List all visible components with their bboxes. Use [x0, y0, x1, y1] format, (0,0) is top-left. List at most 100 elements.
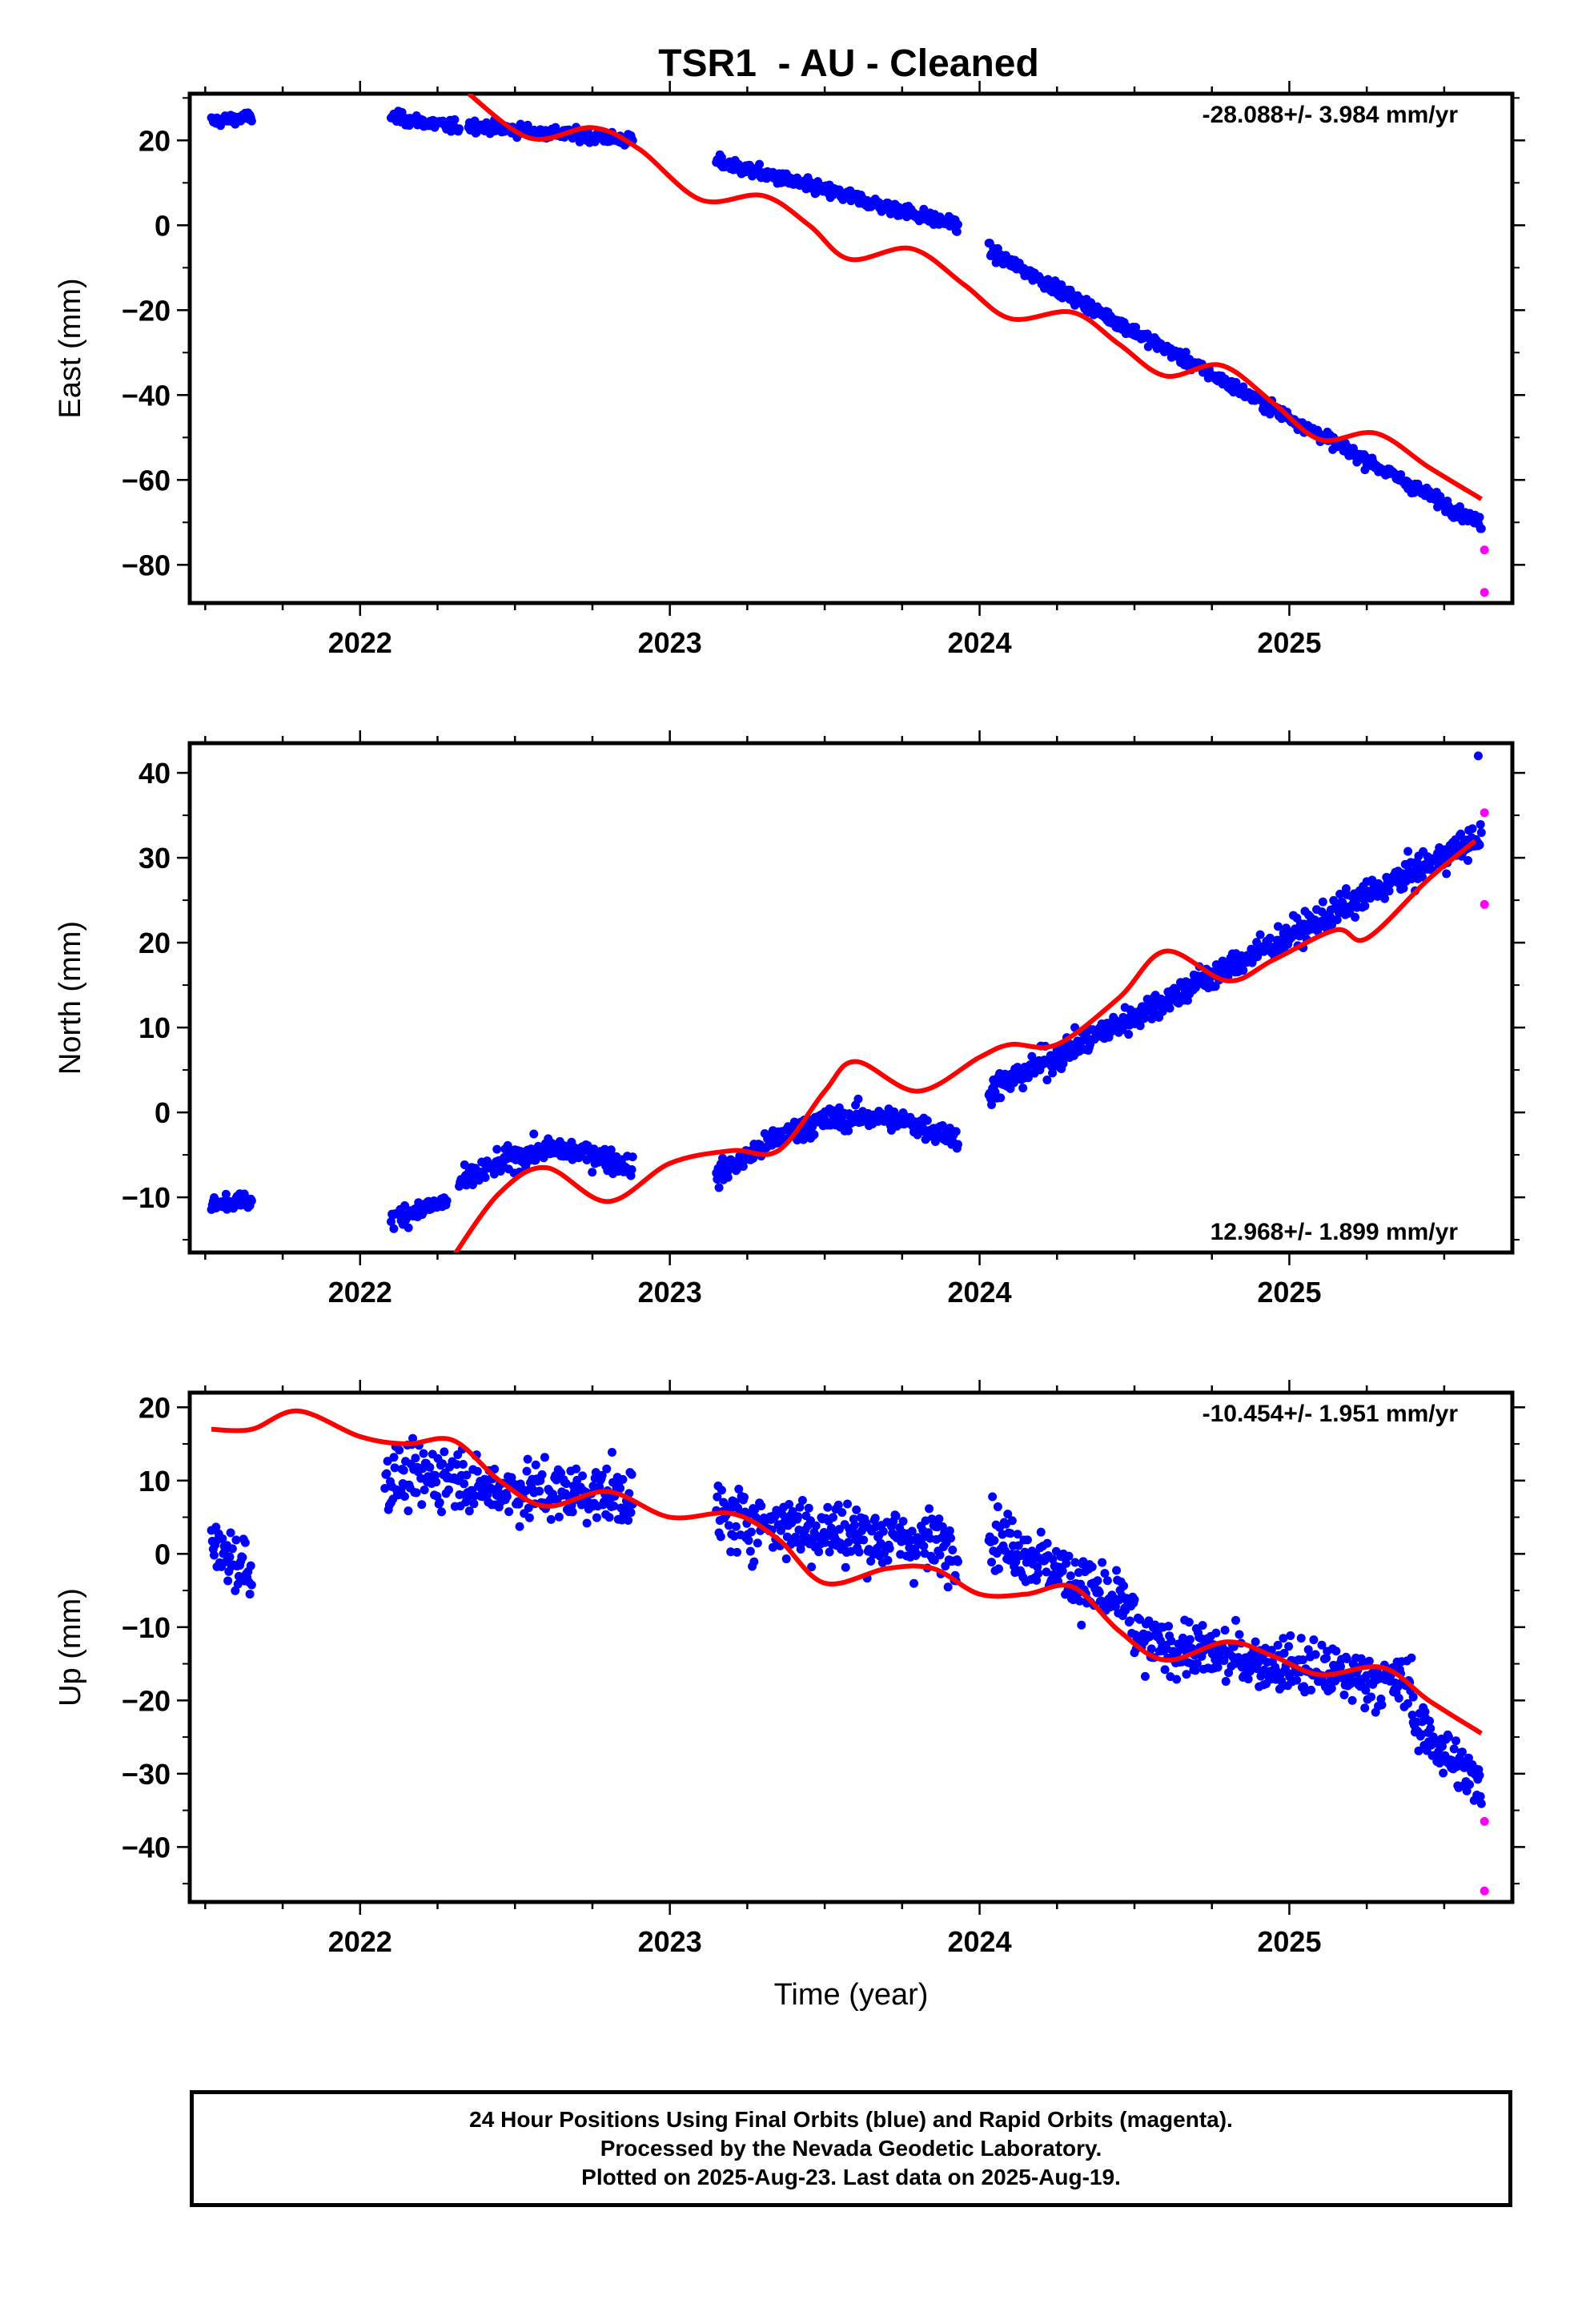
final-point: [1399, 883, 1408, 893]
final-point: [460, 1479, 469, 1489]
final-point: [247, 1580, 256, 1590]
final-point: [1407, 1711, 1417, 1720]
final-point: [472, 1466, 482, 1476]
final-point: [1279, 1649, 1289, 1659]
y-axis-label: North (mm): [54, 921, 87, 1075]
final-point: [1018, 1084, 1028, 1093]
plot-frame: [187, 741, 1515, 1255]
final-point: [930, 1555, 939, 1565]
y-tick-label: 20: [139, 927, 171, 959]
final-point: [925, 1504, 934, 1514]
final-point: [522, 1466, 532, 1476]
y-tick-label: 0: [155, 209, 171, 242]
model-curve: [211, 1408, 1483, 1736]
final-point: [1438, 1742, 1447, 1751]
final-point: [1231, 1615, 1241, 1625]
final-point: [582, 1518, 592, 1528]
final-point: [1452, 1736, 1461, 1746]
final-point: [1211, 1628, 1221, 1638]
x-tick-label: 2025: [1257, 1276, 1321, 1309]
data-layer: [207, 751, 1489, 1252]
final-point: [1032, 1575, 1042, 1585]
final-point: [799, 1135, 809, 1144]
final-point: [1273, 922, 1283, 931]
final-point: [1239, 966, 1248, 975]
final-point: [1286, 1631, 1295, 1641]
final-point: [1442, 869, 1452, 879]
final-point: [1464, 1753, 1473, 1763]
final-point: [1221, 1677, 1231, 1687]
final-point: [626, 1508, 636, 1518]
final-point: [1443, 1732, 1453, 1742]
final-point: [389, 1224, 399, 1233]
final-point: [749, 1557, 759, 1566]
final-point: [1102, 1576, 1112, 1586]
x-tick-label: 2022: [328, 1276, 392, 1309]
final-point: [1336, 1662, 1346, 1671]
final-point: [1098, 1558, 1107, 1567]
final-point: [435, 1498, 444, 1507]
final-point: [504, 1507, 514, 1517]
final-point: [1329, 895, 1339, 905]
footer-box: 24 Hour Positions Using Final Orbits (bl…: [190, 2090, 1512, 2207]
final-point: [1058, 1566, 1067, 1576]
final-point: [1144, 1616, 1154, 1626]
final-point: [996, 1093, 1006, 1103]
final-point: [554, 1512, 564, 1522]
final-point: [919, 1542, 929, 1551]
final-point: [616, 1483, 625, 1493]
final-point: [987, 1100, 997, 1109]
y-tick-label: 10: [139, 1465, 171, 1498]
final-point: [1014, 1541, 1023, 1550]
final-point: [1146, 1644, 1156, 1654]
final-point: [1048, 1068, 1058, 1078]
final-point: [1322, 1654, 1331, 1663]
final-point: [1284, 1642, 1294, 1651]
final-point: [568, 1507, 577, 1517]
rapid-point: [1480, 1816, 1489, 1826]
final-point: [1191, 1666, 1200, 1675]
final-point: [1476, 828, 1486, 838]
final-point: [946, 1534, 956, 1543]
final-point: [841, 1562, 850, 1572]
final-point: [1273, 1640, 1283, 1650]
final-point: [844, 1126, 853, 1136]
final-point: [795, 1502, 805, 1512]
final-point: [953, 1140, 962, 1149]
final-point: [1042, 1076, 1052, 1085]
final-point: [523, 1454, 532, 1464]
y-tick-label: 20: [139, 1391, 171, 1424]
final-point: [825, 1547, 834, 1557]
final-point: [397, 107, 407, 117]
final-point: [1164, 1622, 1174, 1631]
final-point: [1235, 1630, 1244, 1639]
final-point: [1178, 1633, 1187, 1642]
final-point: [1356, 1654, 1366, 1663]
final-point: [1112, 1566, 1122, 1575]
x-tick-label: 2025: [1257, 626, 1321, 659]
final-point: [849, 1521, 859, 1530]
final-point: [934, 1514, 944, 1524]
final-point: [854, 1547, 864, 1557]
final-point: [1360, 901, 1370, 911]
final-point: [1414, 1746, 1423, 1755]
final-point: [425, 1462, 435, 1472]
model-curve: [452, 838, 1477, 1252]
final-point: [404, 1223, 413, 1232]
final-point: [1279, 1634, 1288, 1643]
final-point: [1351, 912, 1360, 922]
final-point: [383, 1457, 392, 1466]
final-point: [564, 1491, 573, 1501]
final-point: [1062, 1558, 1071, 1568]
x-tick-label: 2023: [638, 626, 702, 659]
final-point: [231, 1586, 240, 1595]
final-point: [1006, 1529, 1015, 1538]
final-point: [1255, 930, 1265, 939]
final-point: [988, 1492, 998, 1502]
final-point: [717, 153, 726, 163]
final-point: [628, 1152, 637, 1162]
final-point: [945, 1526, 954, 1536]
x-tick-label: 2024: [948, 1925, 1012, 1958]
final-point: [419, 1449, 428, 1458]
final-point: [837, 1508, 847, 1518]
